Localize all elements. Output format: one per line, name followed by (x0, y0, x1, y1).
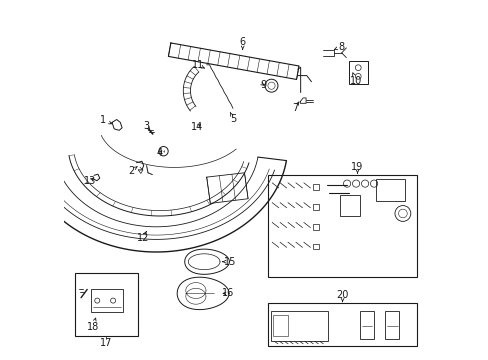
Text: 13: 13 (84, 176, 96, 186)
Bar (270, 311, 328, 341)
Text: 16: 16 (222, 288, 234, 298)
Bar (312, 204, 318, 210)
Text: 12: 12 (137, 233, 149, 243)
Bar (359, 311, 373, 339)
Bar (384, 311, 399, 339)
Bar (75, 273, 137, 336)
Bar (312, 224, 318, 230)
Text: 9: 9 (260, 80, 266, 90)
Text: 6: 6 (239, 37, 245, 48)
Bar (375, 179, 404, 201)
Text: 14: 14 (190, 122, 203, 132)
Text: 1: 1 (100, 114, 106, 125)
Text: 18: 18 (86, 321, 99, 332)
Bar (312, 184, 318, 190)
Text: 10: 10 (349, 76, 362, 86)
Text: 17: 17 (100, 338, 112, 348)
Bar (91, 289, 123, 312)
Text: 7: 7 (291, 103, 297, 113)
Text: 3: 3 (143, 121, 149, 131)
Text: 2: 2 (128, 166, 134, 176)
Bar (339, 195, 359, 216)
Text: 20: 20 (336, 290, 348, 300)
Text: 8: 8 (337, 42, 344, 52)
Bar (348, 61, 367, 84)
Text: 5: 5 (230, 114, 236, 124)
Bar (267, 303, 416, 346)
Text: 4: 4 (157, 148, 163, 158)
Text: 11: 11 (191, 60, 203, 70)
Bar (273, 315, 287, 336)
Text: 19: 19 (351, 162, 363, 172)
Bar (267, 175, 416, 277)
Bar (312, 244, 318, 249)
Text: 15: 15 (224, 257, 236, 267)
